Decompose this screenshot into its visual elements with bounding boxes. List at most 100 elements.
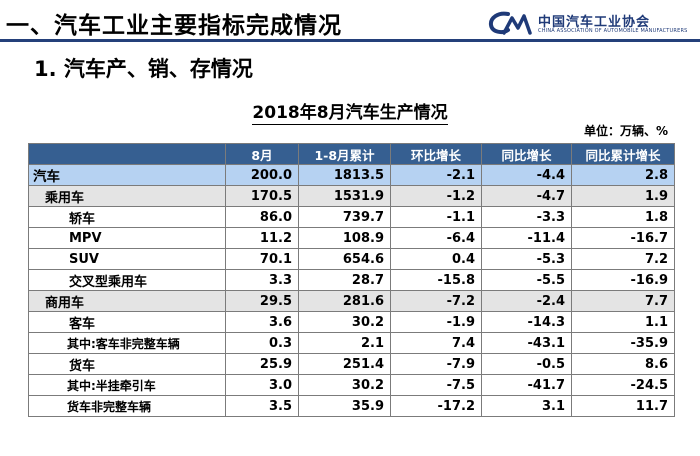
cell-value: 3.5 [225, 395, 299, 417]
cell-value: -1.2 [390, 185, 482, 207]
row-label: 其中:客车非完整车辆 [28, 332, 226, 354]
cell-value: 7.4 [390, 332, 482, 354]
cell-value: 3.0 [225, 374, 299, 396]
table-row: 商用车 29.5 281.6 -7.2 -2.4 7.7 [28, 290, 675, 312]
row-label: 客车 [28, 311, 226, 333]
table-row: 轿车 86.0 739.7 -1.1 -3.3 1.8 [28, 206, 675, 228]
row-label: 交叉型乘用车 [28, 269, 226, 291]
row-label: MPV [28, 227, 226, 249]
cell-value: -4.4 [481, 164, 572, 186]
caam-logo: 中国汽车工业协会 CHINA ASSOCIATION OF AUTOMOBILE… [488, 10, 696, 38]
cell-value: -16.7 [571, 227, 675, 249]
cell-value: 170.5 [225, 185, 299, 207]
row-label: 乘用车 [28, 185, 226, 207]
cell-value: 70.1 [225, 248, 299, 270]
cell-value: 3.1 [481, 395, 572, 417]
page-header-title: 一、汽车工业主要指标完成情况 [6, 13, 342, 39]
table-row: 货车 25.9 251.4 -7.9 -0.5 8.6 [28, 353, 675, 375]
caam-logo-icon [488, 11, 532, 35]
cell-value: 281.6 [298, 290, 391, 312]
cell-value: -11.4 [481, 227, 572, 249]
table-row: 其中:半挂牵引车 3.0 30.2 -7.5 -41.7 -24.5 [28, 374, 675, 396]
column-header-yoy-cumulative-growth: 同比累计增长 [571, 143, 675, 165]
logo-english-name: CHINA ASSOCIATION OF AUTOMOBILE MANUFACT… [538, 28, 688, 34]
cell-value: 0.4 [390, 248, 482, 270]
cell-value: 200.0 [225, 164, 299, 186]
cell-value: -5.3 [481, 248, 572, 270]
row-label: SUV [28, 248, 226, 270]
cell-value: -41.7 [481, 374, 572, 396]
cell-value: -17.2 [390, 395, 482, 417]
production-table: 8月 1-8月累计 环比增长 同比增长 同比累计增长 汽车 200.0 1813… [28, 143, 675, 417]
column-header-month: 8月 [225, 143, 299, 165]
column-header-yoy-growth: 同比增长 [481, 143, 572, 165]
table-row: 乘用车 170.5 1531.9 -1.2 -4.7 1.9 [28, 185, 675, 207]
cell-value: 654.6 [298, 248, 391, 270]
cell-value: 739.7 [298, 206, 391, 228]
cell-value: 30.2 [298, 311, 391, 333]
cell-value: 7.7 [571, 290, 675, 312]
cell-value: 7.2 [571, 248, 675, 270]
cell-value: 1531.9 [298, 185, 391, 207]
table-row: MPV 11.2 108.9 -6.4 -11.4 -16.7 [28, 227, 675, 249]
column-header-mom-growth: 环比增长 [390, 143, 482, 165]
column-header [28, 143, 226, 165]
row-label: 货车非完整车辆 [28, 395, 226, 417]
cell-value: 108.9 [298, 227, 391, 249]
cell-value: -35.9 [571, 332, 675, 354]
cell-value: 86.0 [225, 206, 299, 228]
cell-value: -0.5 [481, 353, 572, 375]
table-row: 客车 3.6 30.2 -1.9 -14.3 1.1 [28, 311, 675, 333]
cell-value: -14.3 [481, 311, 572, 333]
cell-value: -2.1 [390, 164, 482, 186]
table-row: 汽车 200.0 1813.5 -2.1 -4.4 2.8 [28, 164, 675, 186]
cell-value: -6.4 [390, 227, 482, 249]
column-header-cumulative: 1-8月累计 [298, 143, 391, 165]
cell-value: 11.7 [571, 395, 675, 417]
cell-value: 1.8 [571, 206, 675, 228]
cell-value: -1.9 [390, 311, 482, 333]
row-label: 其中:半挂牵引车 [28, 374, 226, 396]
cell-value: 251.4 [298, 353, 391, 375]
cell-value: -5.5 [481, 269, 572, 291]
cell-value: -4.7 [481, 185, 572, 207]
cell-value: -7.9 [390, 353, 482, 375]
cell-value: 2.1 [298, 332, 391, 354]
cell-value: 30.2 [298, 374, 391, 396]
cell-value: 3.6 [225, 311, 299, 333]
section-subtitle: 1. 汽车产、销、存情况 [34, 57, 253, 81]
row-label: 轿车 [28, 206, 226, 228]
cell-value: 0.3 [225, 332, 299, 354]
table-title-text: 2018年8月汽车生产情况 [252, 103, 448, 125]
table-header-row: 8月 1-8月累计 环比增长 同比增长 同比累计增长 [28, 143, 675, 165]
cell-value: 28.7 [298, 269, 391, 291]
row-label: 商用车 [28, 290, 226, 312]
cell-value: 1813.5 [298, 164, 391, 186]
cell-value: -7.5 [390, 374, 482, 396]
row-label: 货车 [28, 353, 226, 375]
cell-value: 1.9 [571, 185, 675, 207]
header-divider [0, 39, 700, 42]
cell-value: 11.2 [225, 227, 299, 249]
cell-value: -2.4 [481, 290, 572, 312]
cell-value: 8.6 [571, 353, 675, 375]
cell-value: -24.5 [571, 374, 675, 396]
cell-value: 3.3 [225, 269, 299, 291]
cell-value: 25.9 [225, 353, 299, 375]
cell-value: 2.8 [571, 164, 675, 186]
cell-value: 1.1 [571, 311, 675, 333]
unit-label: 单位：万辆、% [583, 124, 668, 138]
cell-value: -15.8 [390, 269, 482, 291]
cell-value: 35.9 [298, 395, 391, 417]
cell-value: -3.3 [481, 206, 572, 228]
row-label: 汽车 [28, 164, 226, 186]
table-row: SUV 70.1 654.6 0.4 -5.3 7.2 [28, 248, 675, 270]
table-row: 货车非完整车辆 3.5 35.9 -17.2 3.1 11.7 [28, 395, 675, 417]
cell-value: -7.2 [390, 290, 482, 312]
logo-chinese-name: 中国汽车工业协会 [538, 15, 651, 30]
table-row: 交叉型乘用车 3.3 28.7 -15.8 -5.5 -16.9 [28, 269, 675, 291]
cell-value: -43.1 [481, 332, 572, 354]
table-row: 其中:客车非完整车辆 0.3 2.1 7.4 -43.1 -35.9 [28, 332, 675, 354]
table-title: 2018年8月汽车生产情况 [0, 98, 700, 125]
cell-value: -16.9 [571, 269, 675, 291]
